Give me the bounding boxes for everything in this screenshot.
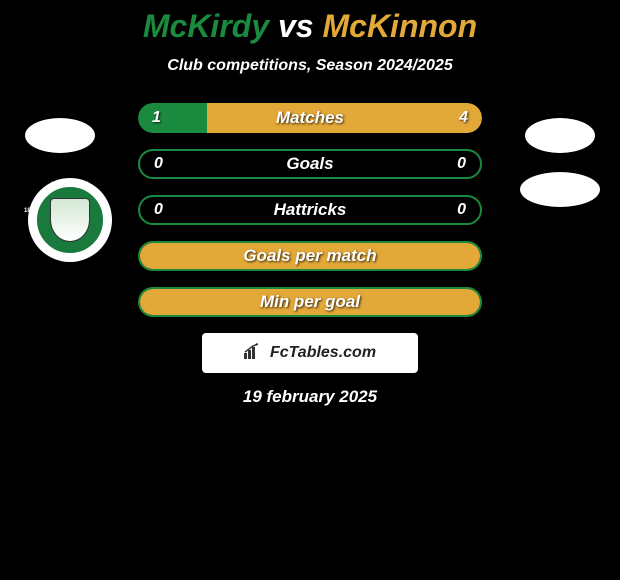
stat-label: Min per goal	[140, 289, 480, 315]
stat-label: Goals	[140, 151, 480, 177]
stat-value-left: 0	[154, 151, 163, 177]
watermark-text: FcTables.com	[270, 344, 376, 362]
vs-text: vs	[278, 8, 314, 44]
date: 19 february 2025	[0, 387, 620, 407]
stat-label: Matches	[138, 103, 482, 133]
stat-label: Hattricks	[140, 197, 480, 223]
player2-badge-placeholder-2	[520, 172, 600, 207]
stat-row: Hattricks0 0	[138, 195, 482, 225]
stat-row: Goals0 0	[138, 149, 482, 179]
crest-bottom-text: EDINBURGH	[28, 254, 112, 260]
player1-name: McKirdy	[143, 8, 269, 44]
crest-ring: HIBERNIAN 1875 EDINBURGH	[28, 178, 112, 262]
stat-label: Goals per match	[140, 243, 480, 269]
subtitle: Club competitions, Season 2024/2025	[0, 57, 620, 75]
player2-name: McKinnon	[322, 8, 477, 44]
chart-icon	[244, 343, 264, 364]
stats-list: Matches14Goals00Hattricks00Goals per mat…	[138, 103, 482, 317]
stat-value-right: 0	[457, 197, 466, 223]
title: McKirdy vs McKinnon	[0, 8, 620, 45]
stat-row: Min per goal	[138, 287, 482, 317]
crest-shield-icon	[50, 198, 90, 242]
stat-value-right: 4	[459, 103, 468, 133]
stat-row: Goals per match	[138, 241, 482, 271]
stat-row: Matches1 4	[138, 103, 482, 133]
stat-value-left: 1	[152, 103, 161, 133]
comparison-card: McKirdy vs McKinnon Club competitions, S…	[0, 0, 620, 407]
player1-badge-placeholder	[25, 118, 95, 153]
club-crest: HIBERNIAN 1875 EDINBURGH	[28, 178, 112, 262]
player2-badge-placeholder-1	[525, 118, 595, 153]
stat-value-left: 0	[154, 197, 163, 223]
watermark: FcTables.com	[202, 333, 418, 373]
crest-inner	[35, 185, 105, 255]
stat-value-right: 0	[457, 151, 466, 177]
